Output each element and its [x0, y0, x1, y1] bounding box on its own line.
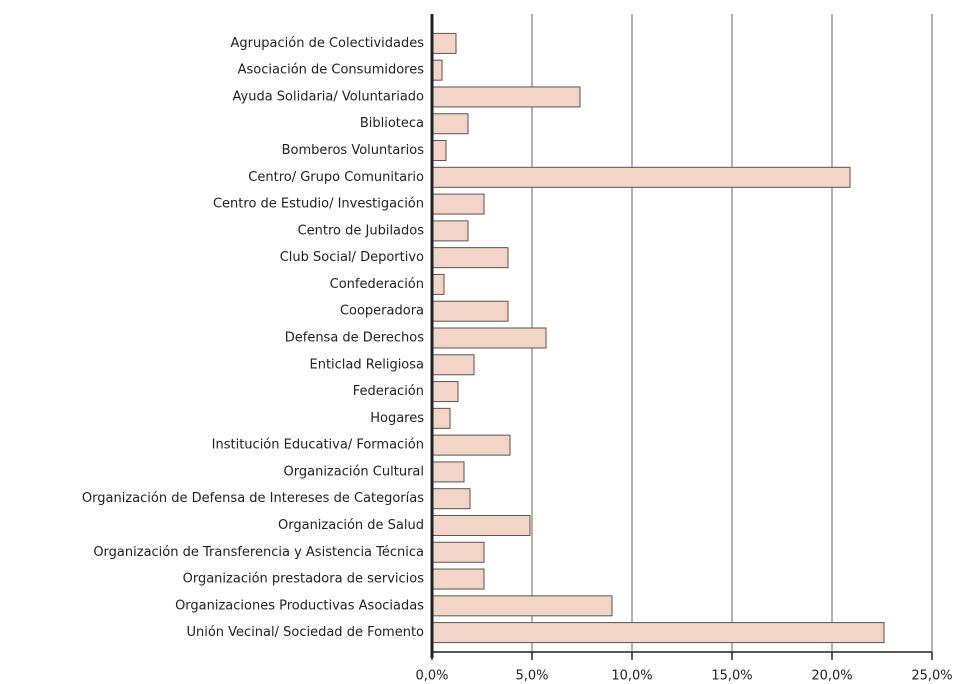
- x-tick-label: 25,0%: [911, 669, 952, 684]
- y-tick-label: Federación: [353, 384, 424, 399]
- bar: [431, 113, 469, 135]
- bar: [431, 32, 457, 54]
- y-tick-label: Ayuda Solidaria/ Voluntariado: [233, 89, 425, 104]
- bar: [431, 247, 509, 269]
- bar: [431, 220, 469, 242]
- y-tick-label: Organización de Transferencia y Asistenc…: [93, 545, 424, 560]
- y-tick-label: Club Social/ Deportivo: [280, 250, 424, 265]
- y-tick-label: Enticlad Religiosa: [310, 357, 425, 372]
- x-tick-label: 0,0%: [415, 669, 448, 684]
- y-tick-label: Asociación de Consumidores: [238, 63, 425, 78]
- y-tick-label: Organización de Defensa de Intereses de …: [82, 491, 424, 506]
- bar: [431, 595, 613, 617]
- bar: [431, 300, 509, 322]
- x-tick-label: 20,0%: [811, 669, 852, 684]
- bar: [431, 541, 485, 563]
- y-tick-label: Organización Cultural: [284, 464, 424, 479]
- bar: [431, 273, 445, 295]
- bar: [431, 622, 885, 644]
- y-tick-label: Centro/ Grupo Comunitario: [248, 170, 424, 185]
- y-tick-label: Institución Educativa/ Formación: [212, 438, 424, 453]
- bar: [431, 568, 485, 590]
- y-tick-label: Confederación: [330, 277, 424, 292]
- y-tick-label: Organizaciones Productivas Asociadas: [175, 598, 424, 613]
- y-tick-label: Centro de Estudio/ Investigación: [213, 197, 424, 212]
- y-tick-label: Defensa de Derechos: [285, 331, 424, 346]
- bar: [431, 327, 547, 349]
- bar: [431, 86, 581, 108]
- bar: [431, 166, 851, 188]
- bar: [431, 381, 459, 403]
- x-tick-label: 15,0%: [711, 669, 752, 684]
- x-tick-label: 5,0%: [515, 669, 548, 684]
- y-tick-label: Agrupación de Colectividades: [231, 36, 425, 51]
- y-tick-label: Organización de Salud: [278, 518, 424, 533]
- bar: [431, 407, 451, 429]
- bar: [431, 434, 511, 456]
- y-tick-label: Centro de Jubilados: [298, 223, 425, 238]
- y-tick-label: Organización prestadora de servicios: [183, 572, 425, 587]
- bar: [431, 193, 485, 215]
- bar: [431, 461, 465, 483]
- y-tick-label: Bomberos Voluntarios: [282, 143, 425, 158]
- bar: [431, 514, 531, 536]
- x-tick-label: 10,0%: [611, 669, 652, 684]
- y-tick-label: Hogares: [370, 411, 424, 426]
- y-tick-label: Unión Vecinal/ Sociedad de Fomento: [186, 625, 424, 640]
- bar: [431, 354, 475, 376]
- bar: [431, 488, 471, 510]
- y-tick-label: Cooperadora: [340, 304, 424, 319]
- y-tick-label: Biblioteca: [360, 116, 424, 131]
- bar: [431, 140, 447, 162]
